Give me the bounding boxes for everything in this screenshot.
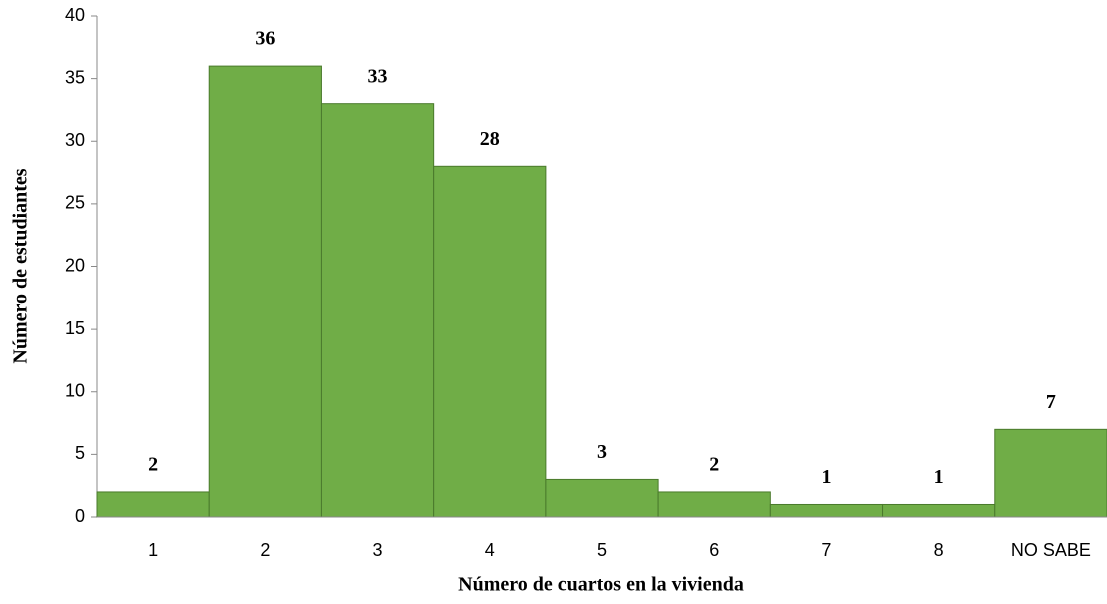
y-tick-label: 40 bbox=[65, 5, 85, 25]
y-tick-label: 10 bbox=[65, 381, 85, 401]
data-label: 3 bbox=[597, 441, 607, 463]
data-label: 28 bbox=[480, 128, 500, 150]
bar bbox=[882, 503, 996, 518]
x-tick-label: 2 bbox=[260, 540, 270, 560]
y-tick-label: 5 bbox=[75, 443, 85, 463]
x-axis-label: Número de cuartos en la vivienda bbox=[458, 574, 744, 596]
x-tick-label: 1 bbox=[148, 540, 158, 560]
bar bbox=[433, 165, 547, 518]
data-label: 36 bbox=[255, 28, 275, 50]
x-tick-label: 5 bbox=[597, 540, 607, 560]
y-tick-label: 15 bbox=[65, 318, 85, 338]
y-tick-label: 30 bbox=[65, 130, 85, 150]
y-tick-label: 25 bbox=[65, 193, 85, 213]
x-tick-label: 8 bbox=[934, 540, 944, 560]
y-tick-label: 0 bbox=[75, 506, 85, 526]
y-axis-label: Número de estudiantes bbox=[10, 168, 32, 363]
data-label: 1 bbox=[934, 466, 944, 488]
bar bbox=[769, 503, 884, 518]
x-tick-label: 4 bbox=[485, 540, 495, 560]
y-tick-label: 20 bbox=[65, 255, 85, 275]
x-tick-label: 7 bbox=[821, 540, 831, 560]
bar bbox=[994, 428, 1107, 518]
bar bbox=[208, 65, 322, 518]
data-label: 7 bbox=[1046, 391, 1056, 413]
bar bbox=[657, 491, 771, 518]
data-label: 33 bbox=[368, 65, 388, 87]
x-tick-label: NO SABE bbox=[1011, 540, 1091, 560]
data-label: 2 bbox=[709, 454, 719, 476]
y-tick-label: 35 bbox=[65, 67, 85, 87]
data-label: 1 bbox=[821, 466, 831, 488]
bar bbox=[320, 103, 435, 518]
data-label: 2 bbox=[148, 454, 158, 476]
bar bbox=[96, 491, 210, 518]
x-tick-label: 3 bbox=[373, 540, 383, 560]
x-tick-label: 6 bbox=[709, 540, 719, 560]
bar bbox=[545, 478, 659, 518]
